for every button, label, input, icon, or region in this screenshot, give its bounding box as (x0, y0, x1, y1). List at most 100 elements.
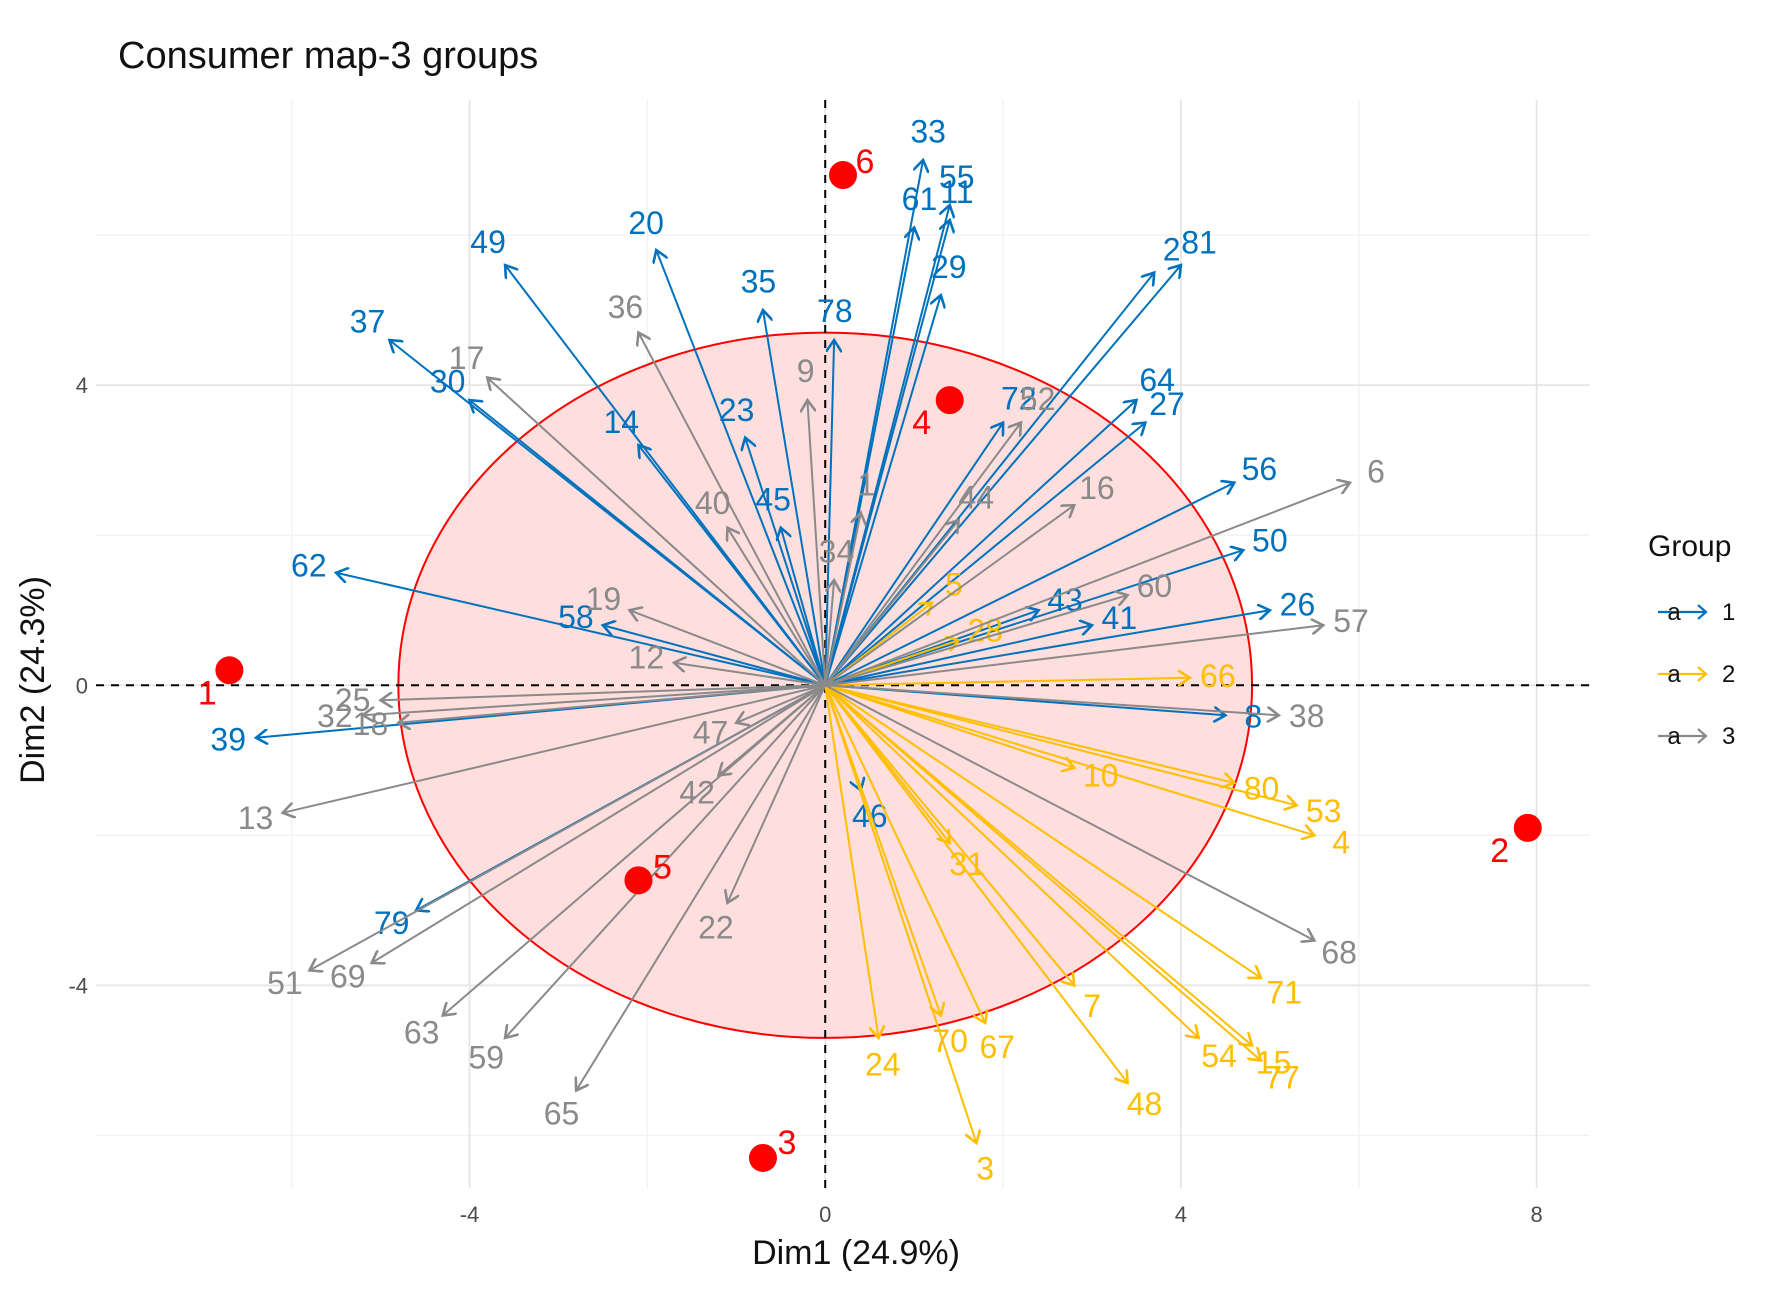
x-axis-title: Dim1 (24.9%) (752, 1234, 960, 1272)
arrow-label-47: 47 (693, 715, 729, 751)
arrow-label-61: 61 (902, 181, 938, 217)
arrow-label-37: 37 (350, 304, 386, 340)
arrow-label-77: 77 (1264, 1060, 1300, 1096)
arrow-label-54: 54 (1201, 1038, 1237, 1074)
arrow-71 (824, 684, 1261, 978)
arrow-6 (824, 483, 1350, 687)
point-3 (748, 1143, 777, 1172)
arrow-label-2: 2 (1163, 232, 1181, 268)
arrow-label-35: 35 (741, 263, 777, 299)
arrow-label-16: 16 (1079, 470, 1115, 506)
arrow-32 (363, 684, 826, 715)
arrow-label-20: 20 (628, 205, 664, 241)
x-tick-label: 4 (1175, 1202, 1187, 1227)
arrow-78 (824, 340, 834, 686)
arrow-label-8: 8 (1244, 698, 1262, 734)
arrow-label-58: 58 (558, 599, 594, 635)
arrow-24 (824, 685, 878, 1038)
y-tick-label: -4 (68, 973, 88, 998)
arrow-34 (824, 580, 834, 686)
arrow-1 (824, 513, 861, 686)
arrow-67 (824, 684, 985, 1023)
arrow-80 (824, 684, 1234, 783)
arrow-label-66: 66 (1200, 658, 1236, 694)
arrow-label-14: 14 (603, 404, 639, 440)
legend-key-arrow-3 (1697, 728, 1708, 744)
arrow-label-69: 69 (330, 959, 366, 995)
point-2 (1513, 813, 1542, 842)
arrow-label-41: 41 (1102, 600, 1138, 636)
arrow-30 (470, 400, 826, 687)
arrow-label-45: 45 (755, 482, 791, 518)
arrow-label-53: 53 (1306, 793, 1342, 829)
arrow-label-9: 9 (797, 353, 815, 389)
arrow-label-51: 51 (267, 965, 303, 1001)
point-label-6: 6 (856, 143, 875, 181)
arrow-label-3: 3 (976, 1151, 994, 1187)
point-label-2: 2 (1490, 832, 1509, 870)
arrow-60 (824, 595, 1127, 687)
x-tick-label: 0 (819, 1202, 831, 1227)
point-6 (829, 161, 857, 190)
arrow-53 (824, 684, 1296, 805)
arrow-12 (674, 663, 826, 687)
arrow-label-17: 17 (449, 340, 485, 376)
arrow-label-1: 1 (858, 466, 876, 502)
arrow-59 (505, 684, 826, 1038)
arrow-81 (824, 265, 1181, 686)
arrow-label-32: 32 (317, 698, 353, 734)
arrow-13 (283, 684, 826, 813)
arrow-26 (825, 610, 1270, 687)
arrow-label-27: 27 (1149, 386, 1185, 422)
arrow-70 (824, 684, 941, 1015)
arrow-label-24: 24 (865, 1047, 901, 1083)
arrow-label-10: 10 (1083, 758, 1119, 794)
arrow-77 (824, 684, 1261, 1060)
arrow-63 (443, 684, 826, 1015)
arrow-label-6: 6 (1367, 454, 1385, 490)
arrow-label-64: 64 (1139, 362, 1175, 398)
arrow-label-81: 81 (1181, 225, 1217, 261)
chart-legend: Group a 1 a 2 a 3 (1648, 530, 1735, 750)
arrow-58 (603, 625, 826, 687)
arrow-66 (825, 678, 1190, 687)
arrow-56 (824, 483, 1234, 687)
arrow-label-39: 39 (210, 721, 246, 757)
arrow-64 (824, 400, 1136, 687)
arrow-18 (398, 684, 826, 723)
y-tick-label: 4 (76, 373, 88, 398)
arrow-22 (727, 684, 827, 903)
arrow-16 (824, 505, 1074, 687)
arrow-65 (576, 684, 827, 1090)
arrow-label-79: 79 (374, 905, 410, 941)
x-tick-label: -4 (460, 1202, 480, 1227)
arrow-label-71: 71 (1266, 975, 1302, 1011)
arrow-label-49: 49 (470, 224, 506, 260)
arrow-label-34: 34 (819, 533, 855, 569)
arrow-label-68: 68 (1321, 934, 1357, 970)
arrow-57 (825, 625, 1323, 687)
arrow-48 (824, 684, 1127, 1083)
arrow-label-19: 19 (586, 581, 622, 617)
arrow-35 (763, 310, 827, 686)
arrow-label-48: 48 (1127, 1086, 1163, 1122)
arrow-label-42: 42 (679, 774, 715, 810)
x-tick-label: 8 (1531, 1202, 1543, 1227)
arrow-label-52: 52 (1020, 381, 1056, 417)
arrow-label-78: 78 (817, 293, 853, 329)
arrow-label-50: 50 (1252, 523, 1288, 559)
arrow-label-36: 36 (608, 289, 644, 325)
arrow-14 (638, 445, 827, 686)
arrow-label-26: 26 (1280, 587, 1316, 623)
arrow-47 (736, 684, 826, 723)
arrow-69 (372, 684, 826, 963)
arrow-label-40: 40 (695, 485, 731, 521)
arrow-23 (745, 438, 827, 686)
arrow-54 (824, 684, 1198, 1038)
arrow-7 (824, 684, 1074, 985)
arrow-62 (336, 573, 826, 687)
legend-key-glyph-3: a (1667, 723, 1681, 750)
